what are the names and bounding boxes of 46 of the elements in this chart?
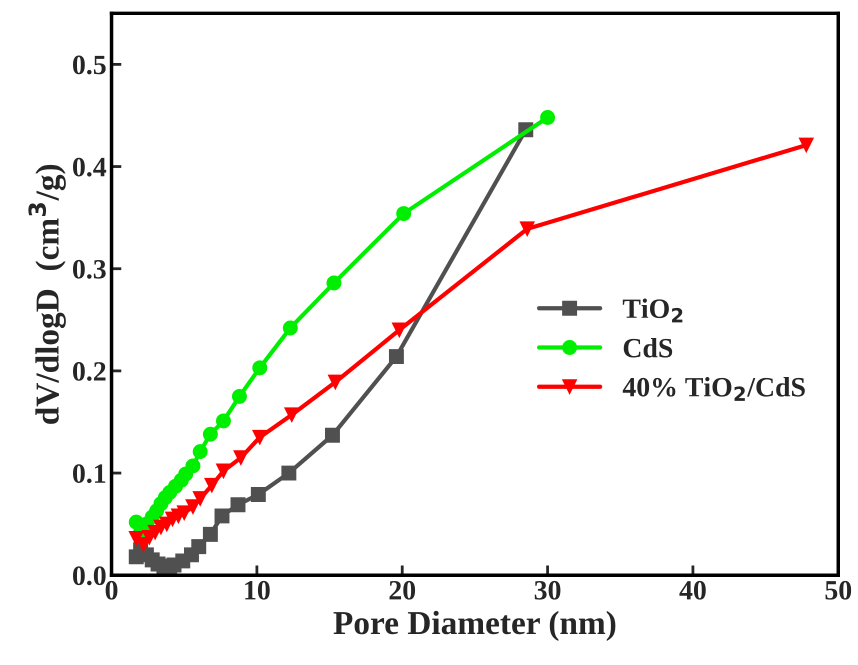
x-tick-label: 20	[390, 580, 416, 600]
y-tick-label: 0.3	[73, 260, 106, 279]
point	[202, 426, 218, 442]
point	[540, 110, 556, 125]
point	[232, 388, 247, 404]
point	[326, 276, 342, 290]
point	[798, 138, 814, 153]
point	[216, 413, 231, 428]
point	[284, 407, 300, 422]
x-tick-label: 10	[245, 580, 270, 600]
y-axis-title: dV/dlogD (cm$^{3}$/g)	[28, 164, 66, 424]
x-tick-label: 40	[679, 580, 706, 600]
point	[282, 320, 298, 336]
legend-label: TiO$_{2}$	[622, 298, 682, 322]
legend-label: CdS	[624, 338, 672, 358]
point	[520, 221, 535, 236]
point	[204, 478, 220, 493]
point	[396, 206, 412, 222]
point	[230, 497, 246, 512]
legend-label: 40% TiO$_{2}$/CdS	[622, 377, 805, 401]
point	[328, 374, 343, 390]
x-tick-label: 30	[534, 580, 560, 600]
y-tick-label: 0.0	[73, 566, 106, 586]
point	[252, 430, 268, 445]
point	[325, 428, 340, 443]
point	[216, 464, 231, 478]
point	[392, 322, 407, 338]
point	[252, 360, 268, 376]
y-tick-label: 0.1	[73, 464, 106, 484]
point	[185, 499, 200, 514]
x-tick-label: 0	[106, 580, 118, 600]
y-tick-label: 0.4	[73, 158, 106, 177]
point	[192, 444, 208, 460]
y-tick-label: 0.2	[73, 362, 106, 381]
point	[192, 491, 208, 506]
point	[214, 508, 230, 524]
x-axis-title: Pore Diameter (nm)	[334, 610, 616, 642]
point	[191, 539, 206, 554]
point	[202, 526, 218, 542]
point	[250, 487, 266, 502]
point	[233, 450, 248, 466]
y-tick-label: 0.5	[73, 56, 106, 74]
x-tick-label: 50	[825, 580, 852, 600]
point	[185, 458, 200, 474]
point	[388, 349, 404, 364]
point	[281, 466, 296, 481]
